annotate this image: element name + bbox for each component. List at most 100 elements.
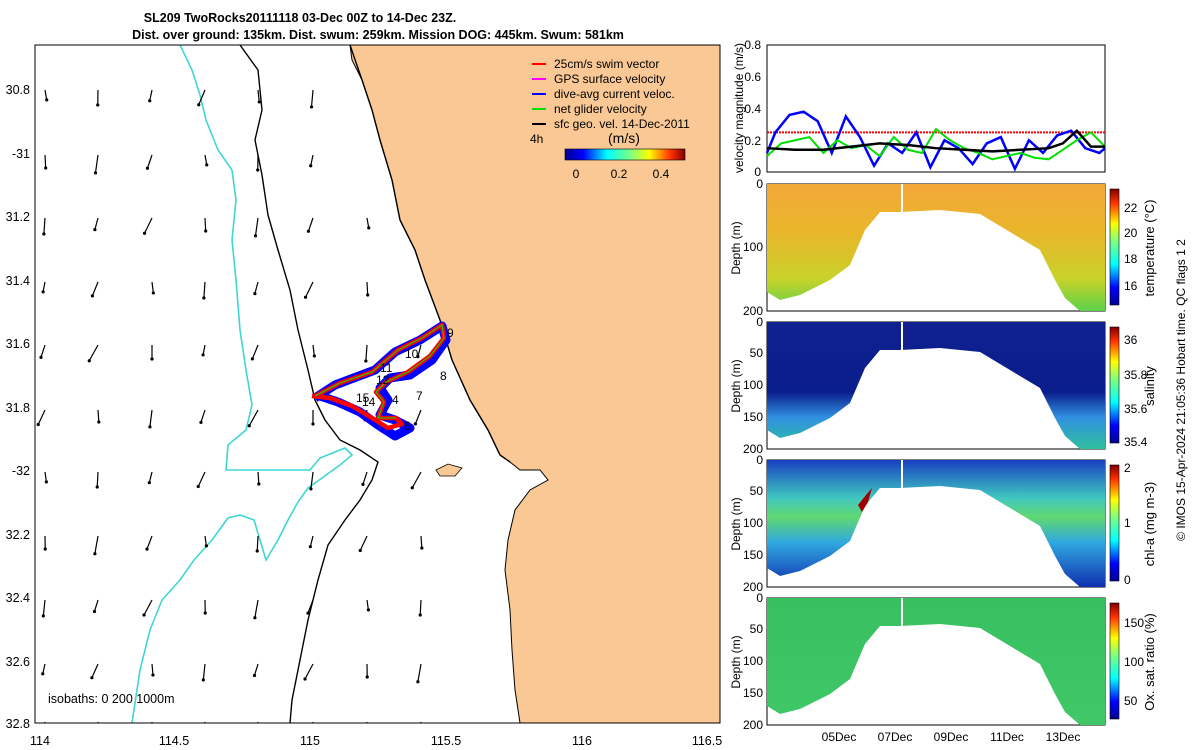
speed-colorbar [564, 148, 686, 161]
geo-velocity-arrowhead [44, 480, 48, 484]
geo-velocity-arrowhead [201, 730, 204, 733]
colorbar-tick: 0.2 [611, 167, 628, 181]
vel-ytick: 0.4 [744, 102, 761, 116]
vel-ylabel: velocity magnitude (m/s) [732, 43, 746, 173]
geo-velocity-arrowhead [257, 100, 261, 104]
geo-velocity-arrow [310, 154, 314, 166]
velocity-series-line [765, 110, 1106, 172]
geo-velocity-arrowhead [197, 103, 201, 107]
geo-velocity-arrow [42, 281, 46, 292]
geo-velocity-arrowhead [309, 105, 314, 109]
lon-tick: 116.5 [692, 734, 722, 748]
chl-cbar-tick: 0 [1124, 573, 1131, 587]
geo-velocity-arrow [305, 281, 314, 298]
geo-velocity-arrowhead [42, 232, 46, 236]
geo-velocity-arrowhead [364, 359, 368, 363]
geo-velocity-arrow [312, 344, 315, 356]
temp-cbar-tick: 18 [1124, 252, 1138, 266]
geo-velocity-arrowhead [92, 609, 97, 614]
geo-velocity-arrowhead [90, 294, 94, 298]
geo-velocity-arrowhead [420, 546, 424, 550]
velocity-panel: 0 0.2 0.4 0.6 0.8 velocity magnitude (m/… [732, 38, 1106, 179]
chl-colorbar [1109, 464, 1120, 582]
depth-tick: 100 [743, 516, 763, 530]
geo-velocity-arrowhead [303, 295, 308, 299]
geo-velocity-arrow [151, 663, 154, 676]
geo-velocity-arrow [151, 281, 154, 293]
map-title-line2: Dist. over ground: 135km. Dist. swum: 25… [132, 28, 624, 42]
depth-tick: 0 [756, 315, 763, 329]
geo-velocity-arrowhead [366, 608, 370, 612]
lon-tick: 116 [572, 734, 592, 748]
depth-tick: 0 [756, 177, 763, 191]
geo-velocity-arrowhead [39, 355, 43, 359]
geo-velocity-arrow [37, 409, 46, 425]
geo-velocity-arrow [251, 344, 259, 360]
geo-velocity-arrowhead [95, 485, 99, 489]
geo-velocity-arrowhead [306, 611, 310, 615]
geo-velocity-arrowhead [41, 290, 45, 294]
geo-velocity-arrowhead [199, 420, 203, 424]
legend-label-swim: 25cm/s swim vector [554, 57, 659, 71]
geo-velocity-arrowhead [201, 353, 205, 357]
geo-velocity-arrow [362, 471, 368, 485]
chlorophyll-panel: 0 1 2 chl-a (mg m-3) Depth (m) 0 50 100 … [729, 453, 1157, 594]
geo-velocity-arrow [94, 154, 99, 173]
date-tick: 07Dec [878, 730, 913, 744]
map-title-line1: SL209 TwoRocks20111118 03-Dec 00Z to 14-… [144, 11, 456, 25]
geo-velocity-arrowhead [255, 549, 259, 553]
depth-tick: 200 [743, 442, 763, 456]
geo-velocity-arrow [93, 599, 99, 612]
sal-cbar-tick: 35.6 [1124, 402, 1148, 416]
lon-tick: 114.5 [159, 734, 189, 748]
geo-velocity-arrow [88, 344, 99, 362]
day-label: 9 [447, 326, 454, 340]
oxygen-colorbar [1109, 602, 1120, 720]
depth-tick: 200 [743, 580, 763, 594]
lat-tick: 31.4 [6, 274, 30, 288]
depth-tick: 0 [756, 453, 763, 467]
geo-velocity-arrowhead [410, 486, 414, 490]
geo-velocity-arrow [366, 599, 369, 610]
sal-cbar-tick: 35.8 [1124, 368, 1148, 382]
lon-tick: 115 [300, 734, 320, 748]
geo-velocity-arrowhead [416, 680, 420, 684]
date-tick: 05Dec [822, 730, 857, 744]
geo-velocity-arrowhead [36, 422, 40, 427]
geo-velocity-arrowhead [41, 672, 45, 676]
geo-velocity-arrow [256, 535, 259, 552]
geo-velocity-arrow [256, 721, 259, 723]
legend-extra: 4h [530, 132, 543, 146]
lat-tick: 32.6 [6, 655, 30, 669]
geo-velocity-arrow [254, 281, 259, 294]
geo-velocity-arrowhead [204, 229, 208, 233]
geo-velocity-arrow [202, 344, 206, 355]
geo-velocity-arrowhead [413, 422, 417, 426]
geo-velocity-arrow [366, 217, 370, 228]
depth-tick: 50 [750, 346, 764, 360]
geo-velocity-arrow [44, 154, 47, 169]
geo-velocity-arrowhead [205, 163, 209, 167]
geo-velocity-arrow [42, 599, 46, 616]
geo-velocity-arrowhead [151, 673, 155, 677]
geo-velocity-arrowhead [97, 420, 101, 424]
geo-velocity-arrow [366, 281, 369, 296]
geo-velocity-arrow [146, 154, 153, 169]
geo-velocity-arrow [253, 663, 259, 676]
sal-ylabel: Depth (m) [729, 359, 743, 412]
geo-velocity-arrowhead [367, 226, 371, 230]
lat-tick: 31.2 [6, 210, 30, 224]
geo-velocity-arrowhead [145, 166, 150, 170]
geo-velocity-arrowhead [252, 673, 257, 678]
ox-cbar-tick: 50 [1124, 694, 1138, 708]
geo-velocity-arrowhead [358, 548, 362, 553]
depth-tick: 0 [756, 591, 763, 605]
map-frame [34, 44, 721, 724]
geo-velocity-arrowhead [90, 676, 94, 680]
geo-velocity-arrow [310, 89, 314, 107]
geo-velocity-arrowhead [44, 166, 48, 170]
depth-tick: 50 [750, 484, 764, 498]
geo-velocity-arrowhead [93, 552, 97, 556]
geo-velocity-arrow [307, 217, 314, 232]
geo-velocity-arrow [91, 663, 99, 678]
